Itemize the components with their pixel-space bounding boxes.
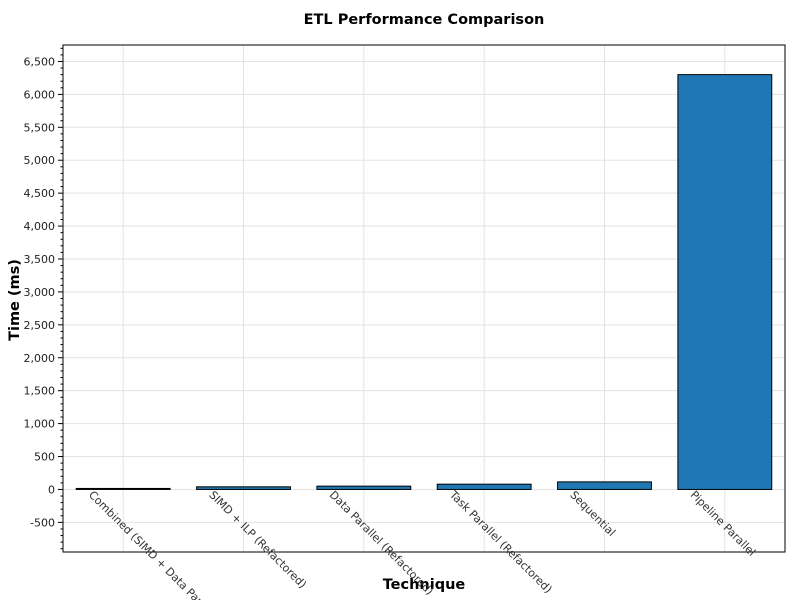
bar [75, 487, 171, 490]
bar [196, 486, 291, 490]
x-tick-label: Pipeline Parallel [688, 488, 758, 558]
x-tick-label: Data Parallel (Refactored) [327, 488, 436, 597]
bars [75, 74, 773, 490]
y-tick-label: 3,500 [24, 253, 56, 266]
grid-lines [63, 45, 785, 552]
y-axis-title: Time (ms) [7, 259, 23, 341]
bar [557, 481, 652, 490]
bar [677, 74, 773, 490]
x-tick-label: SIMD + ILP (Refactored) [206, 488, 309, 591]
y-tick-label: 3,000 [24, 286, 56, 299]
axes [58, 44, 786, 553]
x-tick-label: Sequential [567, 488, 618, 539]
y-tick-label: 1,500 [24, 385, 56, 398]
y-tick-label: 5,000 [24, 154, 56, 167]
y-tick-label: 2,500 [24, 319, 56, 332]
y-tick-label: 4,000 [24, 220, 56, 233]
chart-title: ETL Performance Comparison [304, 12, 545, 28]
tick-labels: -500 0 500 1,000 1,500 2,000 2,500 3,000 3,500 4,… [24, 55, 759, 600]
y-tick-label: 6,500 [24, 55, 56, 68]
y-tick-label: 1,000 [24, 418, 56, 431]
y-tick-label: 4,500 [24, 187, 56, 200]
plot-frame [62, 44, 786, 553]
y-tick-label: 0 [48, 483, 55, 496]
x-axis-title: Technique [383, 577, 466, 593]
x-tick-label: Combined (SIMD + Data Parallel) [86, 488, 224, 600]
y-tick-label: 5,500 [24, 121, 56, 134]
y-tick-label: -500 [30, 516, 55, 529]
bar [436, 483, 532, 490]
y-tick-label: 2,000 [24, 352, 56, 365]
bar [316, 485, 412, 490]
y-tick-label: 500 [34, 451, 55, 464]
y-tick-label: 6,000 [24, 88, 56, 101]
